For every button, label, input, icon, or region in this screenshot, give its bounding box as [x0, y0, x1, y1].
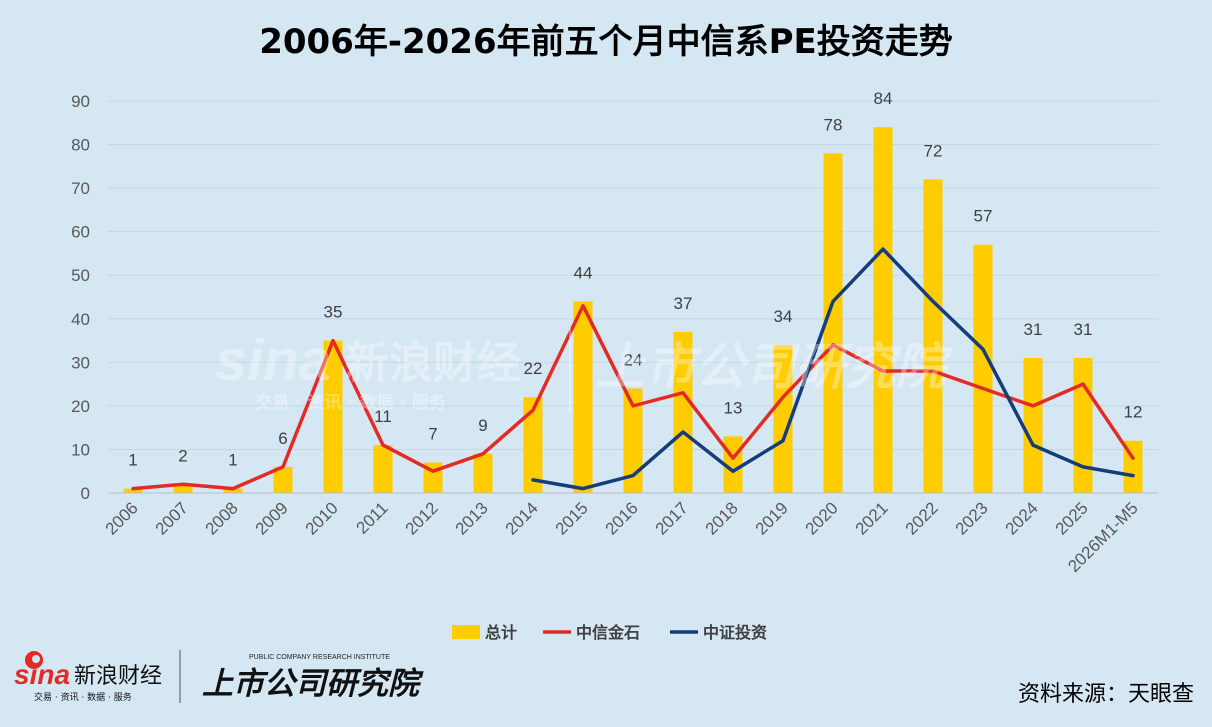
bar-data-label: 31 — [1024, 320, 1043, 339]
chart-title: 2006年-2026年前五个月中信系PE投资走势 — [259, 22, 953, 62]
x-tick-label: 2015 — [552, 498, 592, 538]
footer-logos: sina 新浪财经 交易 · 资讯 · 数据 · 服务 PUBLIC COMPA… — [14, 648, 434, 712]
bar-total — [973, 244, 993, 493]
bar-total — [1073, 357, 1093, 493]
x-tick-label: 2010 — [302, 498, 342, 538]
bar-total — [473, 453, 493, 493]
x-tick-label: 2019 — [752, 498, 792, 538]
bar-data-label: 22 — [524, 359, 543, 378]
legend-swatch-total — [452, 625, 480, 639]
x-tick-label: 2008 — [202, 498, 242, 538]
bar-total — [923, 179, 943, 493]
legend: 总计 中信金石 中证投资 — [452, 623, 767, 642]
x-tick-label: 2023 — [952, 498, 992, 538]
bar-data-label: 78 — [824, 115, 843, 134]
bar-total — [773, 344, 793, 493]
bar-total — [523, 397, 543, 493]
x-tick-label: 2022 — [902, 498, 942, 538]
bar-data-label: 84 — [874, 89, 893, 108]
bar-data-label: 35 — [324, 303, 343, 322]
bar-data-label: 24 — [624, 350, 643, 369]
x-tick-label: 2020 — [802, 498, 842, 538]
bar-data-label: 1 — [228, 451, 237, 470]
legend-label: 总计 — [485, 623, 517, 642]
bar-data-label: 1 — [128, 451, 137, 470]
x-tick-label: 2017 — [652, 498, 692, 538]
y-tick-label: 90 — [71, 92, 90, 111]
bar-data-label: 72 — [924, 141, 943, 160]
x-tick-label: 2006 — [102, 498, 142, 538]
y-tick-label: 60 — [71, 223, 90, 242]
bar-total — [1023, 357, 1043, 493]
bar-total — [273, 466, 293, 493]
y-tick-label: 80 — [71, 136, 90, 155]
bar-data-label: 31 — [1074, 320, 1093, 339]
bar-data-label: 11 — [374, 407, 392, 426]
bar-data-label: 57 — [974, 207, 993, 226]
x-tick-label: 2025 — [1052, 498, 1092, 538]
x-tick-label: 2021 — [852, 498, 892, 538]
bar-data-label: 9 — [478, 416, 487, 435]
bar-data-label: 6 — [278, 429, 287, 448]
x-tick-label: 2018 — [702, 498, 742, 538]
x-tick-label: 2024 — [1002, 498, 1042, 538]
line-citic-jinshi — [131, 303, 1135, 491]
research-logo-text: 上市公司研究院 — [202, 666, 424, 702]
bar-data-label: 12 — [1124, 403, 1143, 422]
bar-data-label: 44 — [574, 263, 593, 282]
x-tick-label: 2009 — [252, 498, 292, 538]
bar-total — [823, 153, 843, 493]
bar-data-label: 13 — [724, 398, 743, 417]
x-tick-label: 2012 — [402, 498, 442, 538]
line-citic-investment — [531, 247, 1135, 491]
y-tick-label: 40 — [71, 310, 90, 329]
x-tick-label: 2007 — [152, 498, 192, 538]
sina-logo-text: sina — [14, 659, 70, 690]
legend-label: 中信金石 — [576, 623, 640, 642]
caijing-logo-sub: 交易 · 资讯 · 数据 · 服务 — [34, 691, 132, 703]
bar-total — [173, 484, 193, 493]
bar-data-label: 7 — [428, 425, 437, 444]
y-tick-label: 70 — [71, 179, 90, 198]
y-axis: 0 10 20 30 40 50 60 70 80 90 — [71, 92, 90, 503]
y-tick-label: 30 — [71, 353, 90, 372]
bar-total — [673, 331, 693, 493]
caijing-logo-text: 新浪财经 — [74, 664, 162, 689]
x-axis: 2006 2007 2008 2009 2010 2011 2012 2013 2014 2015… — [102, 492, 1158, 576]
x-tick-label: 2016 — [602, 498, 642, 538]
x-tick-label: 2014 — [502, 498, 542, 538]
bar-total — [323, 340, 343, 493]
bar-data-label: 34 — [774, 307, 793, 326]
y-tick-label: 50 — [71, 266, 90, 285]
bar-total — [573, 301, 593, 493]
bar-total — [373, 445, 393, 493]
bar-total — [123, 488, 143, 493]
line-series — [131, 247, 1135, 491]
x-tick-label: 2013 — [452, 498, 492, 538]
legend-label: 中证投资 — [703, 623, 767, 642]
source-note: 资料来源：天眼查 — [1017, 682, 1194, 707]
y-tick-label: 0 — [81, 484, 90, 503]
bar-series-total — [123, 127, 1143, 493]
bar-total — [223, 488, 243, 493]
bar-data-label: 2 — [178, 446, 187, 465]
bar-total — [623, 388, 643, 493]
x-tick-label: 2011 — [353, 498, 392, 537]
y-tick-label: 20 — [71, 397, 90, 416]
y-tick-label: 10 — [71, 440, 90, 459]
bar-data-label: 37 — [674, 294, 693, 313]
research-logo-sub: PUBLIC COMPANY RESEARCH INSTITUTE — [249, 654, 390, 661]
bar-total — [873, 127, 893, 493]
